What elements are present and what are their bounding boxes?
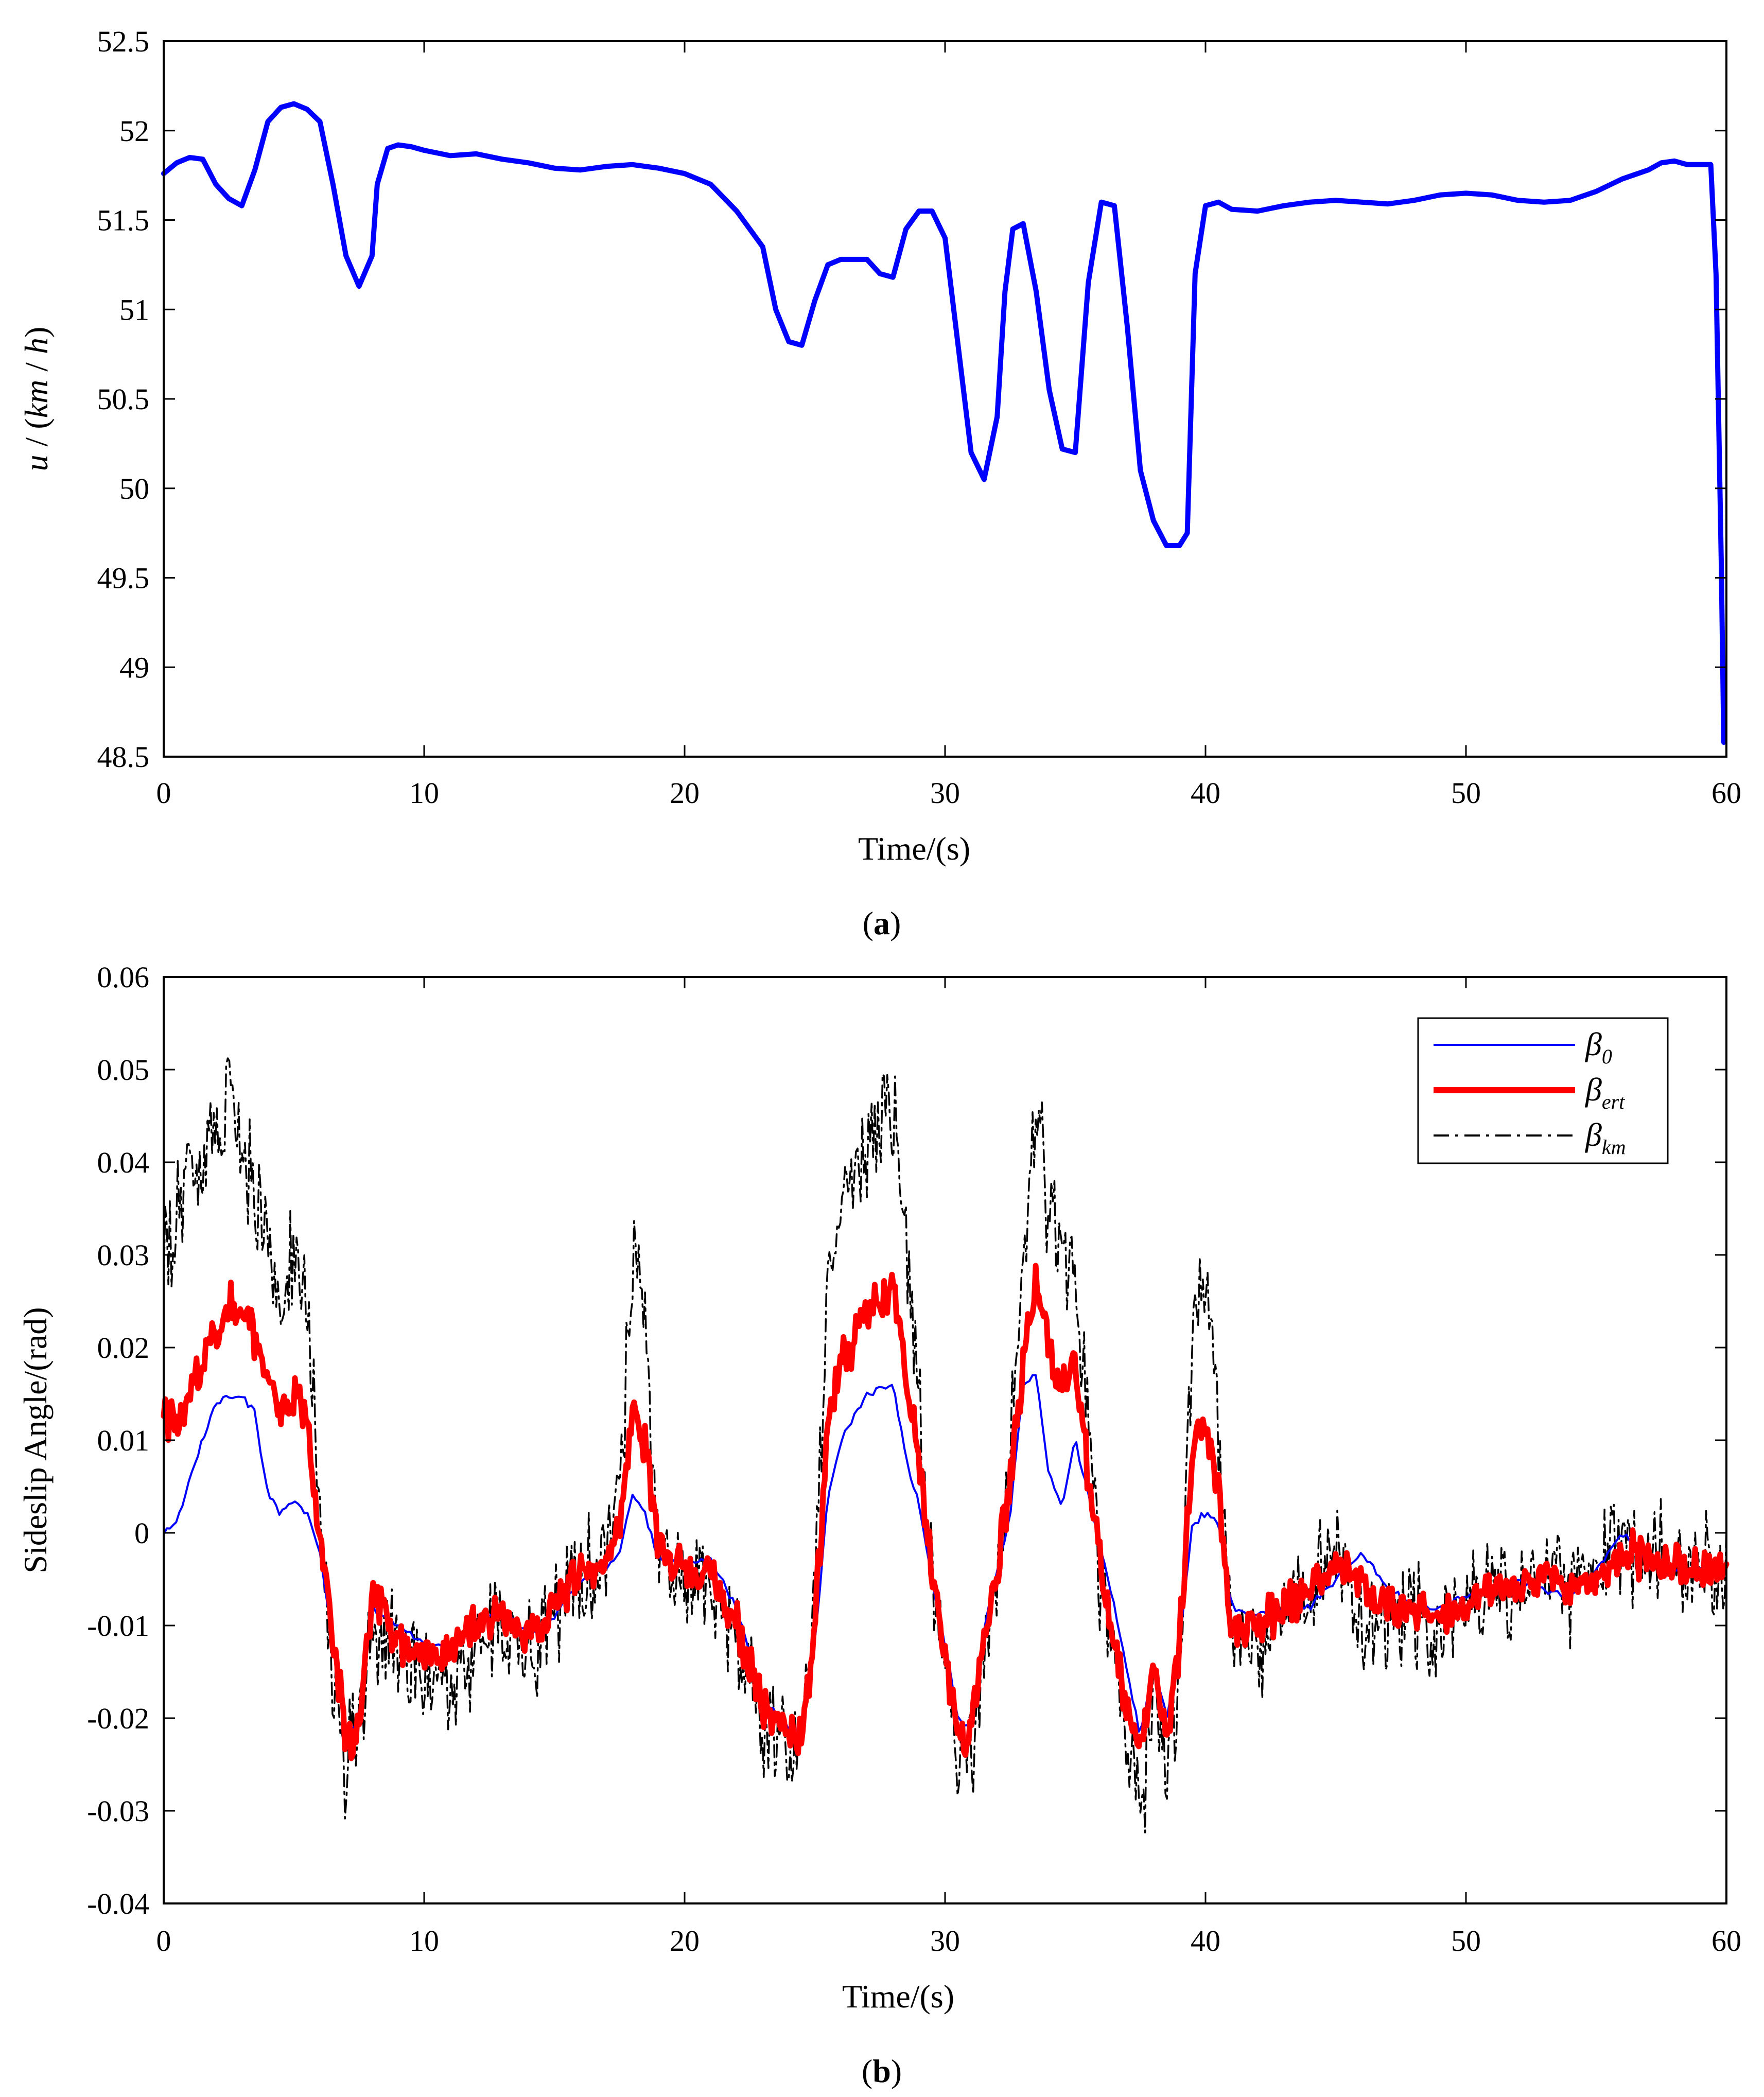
x-tick-label: 20 [670, 1924, 700, 1958]
x-tick-label: 50 [1451, 776, 1481, 810]
panel-b-sideslip-chart: 0 10 20 30 40 50 60 -0.04-0.03-0.02-0.0100.010… [17, 960, 1741, 2089]
y-tick-label: 0.05 [97, 1053, 150, 1087]
y-tick-label: 50 [119, 472, 149, 505]
panel-a-caption: (a) [863, 905, 901, 941]
panel-a-x-ticks: 0 10 20 30 40 50 60 [156, 41, 1741, 810]
panel-b-y-axis-label: Sideslip Angle/(rad) [17, 1307, 54, 1573]
y-tick-label: 49 [119, 651, 149, 684]
panel-b-series-layer [161, 1057, 1730, 1833]
y-tick-label: 52.5 [97, 25, 150, 58]
legend-label-beta-km: βkm [1584, 1116, 1626, 1159]
panel-b-x-ticks: 0 10 20 30 40 50 60 [156, 977, 1741, 1958]
y-tick-label: 50.5 [97, 382, 150, 416]
series-line-km [163, 1057, 1727, 1833]
x-tick-label: 40 [1191, 776, 1220, 810]
x-tick-label: 10 [409, 1924, 439, 1958]
y-tick-label: -0.04 [87, 1887, 149, 1920]
y-tick-label: 0.06 [97, 960, 150, 994]
y-tick-label: 0 [134, 1516, 149, 1550]
x-tick-label: 30 [930, 1924, 960, 1958]
y-tick-label: 51 [119, 293, 149, 326]
panel-a-x-axis-label: Time/(s) [858, 830, 970, 867]
panel-b-caption: (b) [862, 2053, 902, 2089]
x-tick-label: 20 [670, 776, 700, 810]
series-line-u [161, 101, 1726, 745]
legend-label-beta-ert: βert [1584, 1071, 1625, 1113]
y-tick-label: 0.01 [97, 1424, 150, 1457]
y-tick-label: 0.02 [97, 1331, 150, 1365]
legend-label-beta0: β0 [1584, 1026, 1612, 1068]
y-tick-label: 0.03 [97, 1238, 150, 1272]
panel-a-y-ticks: 48.5 49 49.5 50 50.5 51 51.5 52 52.5 [97, 25, 1726, 774]
x-tick-label: 50 [1451, 1924, 1481, 1958]
x-tick-label: 40 [1191, 1924, 1220, 1958]
panel-a-velocity-chart: 0 10 20 30 40 50 60 48.5 49 49.5 50 50.5 51 51.5 52 52… [18, 25, 1741, 941]
panel-a-series-layer [161, 101, 1726, 745]
x-tick-label: 0 [156, 1924, 171, 1958]
panel-a-y-axis-label: u / (km / h) [18, 327, 55, 471]
y-tick-label: 48.5 [97, 740, 150, 774]
y-tick-label: -0.02 [87, 1702, 149, 1735]
x-tick-label: 60 [1711, 776, 1741, 810]
x-tick-label: 0 [156, 776, 171, 810]
y-tick-label: -0.01 [87, 1609, 149, 1642]
panel-b-legend: β0 βert βkm [1417, 1017, 1669, 1164]
series-line-ert [161, 1263, 1730, 1761]
y-tick-label: 49.5 [97, 562, 150, 595]
panel-b-y-ticks: -0.04 -0.03 -0.02 -0.01 0 0.01 0.02 0.03 0.04 0.0… [87, 960, 1726, 1920]
x-tick-label: 60 [1711, 1924, 1741, 1958]
y-tick-label: 51.5 [97, 204, 150, 237]
panel-b-x-axis-label: Time/(s) [842, 1978, 954, 2015]
x-tick-label: 10 [409, 776, 439, 810]
x-tick-label: 30 [930, 776, 960, 810]
y-tick-label: 0.04 [97, 1146, 150, 1179]
y-tick-label: 52 [119, 114, 149, 148]
y-tick-label: -0.03 [87, 1794, 149, 1828]
